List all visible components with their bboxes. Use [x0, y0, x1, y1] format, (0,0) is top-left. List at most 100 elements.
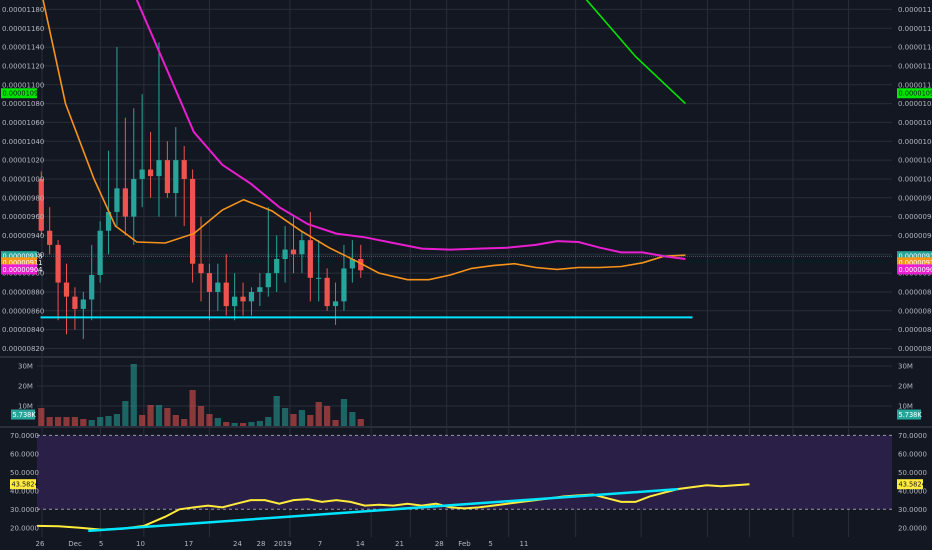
candle-body[interactable]: [47, 230, 53, 245]
candle-body[interactable]: [198, 263, 204, 274]
candle-body[interactable]: [215, 282, 221, 292]
volume-bar[interactable]: [181, 419, 188, 426]
price-axis-tick-right: 0.00001160: [898, 25, 932, 33]
time-axis-label: 2019: [274, 540, 292, 548]
volume-bar[interactable]: [113, 414, 121, 426]
volume-pane[interactable]: [38, 364, 364, 426]
volume-bar[interactable]: [172, 415, 179, 426]
volume-bar[interactable]: [324, 406, 331, 426]
volume-bar[interactable]: [332, 420, 339, 426]
price-label-text: 0.00000911: [899, 259, 932, 267]
candle-body[interactable]: [358, 258, 364, 271]
candle-body[interactable]: [181, 160, 187, 179]
volume-bar[interactable]: [63, 417, 70, 426]
candle-body[interactable]: [223, 282, 229, 307]
volume-bar[interactable]: [46, 417, 53, 426]
volume-bar[interactable]: [105, 416, 112, 426]
candle-body[interactable]: [122, 188, 128, 217]
volume-bar[interactable]: [290, 414, 297, 426]
volume-bar[interactable]: [139, 415, 146, 426]
candle-body[interactable]: [114, 188, 120, 212]
volume-bar[interactable]: [122, 401, 129, 426]
volume-label-text: 5.738K: [899, 411, 923, 419]
price-axis-tick-left: 0.00000940: [2, 232, 44, 240]
candle-body[interactable]: [341, 268, 347, 302]
volume-bar[interactable]: [256, 421, 263, 426]
candle-body[interactable]: [349, 258, 355, 269]
rsi-trendline[interactable]: [88, 487, 679, 533]
candle-body[interactable]: [131, 178, 137, 217]
candle-body[interactable]: [324, 277, 330, 307]
candle-body[interactable]: [257, 287, 263, 292]
candle-body[interactable]: [164, 160, 170, 194]
candle-body[interactable]: [55, 244, 61, 283]
candle-body[interactable]: [274, 258, 280, 274]
candle-body[interactable]: [307, 240, 313, 278]
volume-bar[interactable]: [273, 396, 280, 426]
volume-bar[interactable]: [231, 423, 238, 426]
candle-body[interactable]: [240, 296, 246, 302]
candle-body[interactable]: [97, 230, 103, 276]
candle-body[interactable]: [265, 273, 271, 288]
time-axis-label: 14: [356, 540, 365, 548]
volume-bar[interactable]: [265, 417, 272, 426]
volume-bar[interactable]: [307, 415, 314, 426]
volume-bar[interactable]: [71, 417, 79, 426]
volume-bar[interactable]: [239, 423, 247, 426]
price-axis-tick-right: 0.00001060: [898, 119, 932, 127]
volume-bar[interactable]: [223, 422, 230, 426]
candle-body[interactable]: [206, 273, 213, 292]
volume-bar[interactable]: [130, 364, 137, 426]
volume-axis-tick-right: 20M: [898, 383, 913, 391]
volume-bar[interactable]: [88, 420, 95, 426]
volume-bar[interactable]: [197, 406, 205, 426]
volume-bar[interactable]: [248, 422, 255, 426]
candle-body[interactable]: [72, 296, 78, 309]
volume-bar[interactable]: [206, 414, 213, 426]
price-label-badge: [897, 257, 932, 268]
candle-body[interactable]: [80, 299, 86, 309]
volume-bar[interactable]: [155, 405, 163, 426]
candle-body[interactable]: [290, 249, 297, 255]
price-axis-tick-right: 0.00000960: [898, 213, 932, 221]
volume-bar[interactable]: [298, 410, 306, 426]
candle-body[interactable]: [38, 178, 44, 231]
volume-bar[interactable]: [147, 405, 154, 426]
rsi-line: [36, 483, 750, 531]
volume-bar[interactable]: [80, 419, 87, 426]
candle-body[interactable]: [139, 169, 145, 179]
volume-bar[interactable]: [164, 408, 171, 426]
volume-bar[interactable]: [349, 412, 356, 426]
candle-body[interactable]: [282, 249, 288, 259]
volume-bar[interactable]: [214, 418, 221, 426]
candle-body[interactable]: [316, 277, 322, 279]
rsi-label-badge: [10, 479, 36, 490]
volume-bar[interactable]: [54, 417, 62, 426]
price-pane[interactable]: [37, 0, 892, 340]
volume-bar[interactable]: [315, 402, 322, 426]
volume-bar[interactable]: [340, 399, 348, 426]
volume-bar[interactable]: [97, 417, 104, 426]
candle-body[interactable]: [190, 178, 196, 264]
candle-body[interactable]: [89, 275, 95, 300]
candle-body[interactable]: [173, 160, 179, 194]
price-axis-tick-right: 0.00000980: [898, 194, 932, 202]
candle-body[interactable]: [232, 296, 238, 307]
volume-bar[interactable]: [281, 408, 289, 426]
candle-body[interactable]: [63, 282, 70, 297]
rsi-axis-tick-left: 40.0000: [10, 487, 39, 495]
candle-body[interactable]: [248, 291, 255, 302]
rsi-pane[interactable]: [36, 434, 892, 533]
candle-body[interactable]: [156, 160, 162, 177]
candle-body[interactable]: [105, 211, 112, 231]
price-label-badge: [1, 257, 37, 268]
volume-bar[interactable]: [357, 419, 364, 426]
candle-body[interactable]: [147, 169, 154, 177]
axes: 0.00001180 0.00001180 0.00001160 0.00001160…: [1, 6, 932, 548]
volume-bar[interactable]: [38, 408, 45, 426]
volume-bar[interactable]: [189, 390, 196, 426]
candle-body[interactable]: [299, 240, 305, 255]
candle-body[interactable]: [332, 301, 339, 307]
